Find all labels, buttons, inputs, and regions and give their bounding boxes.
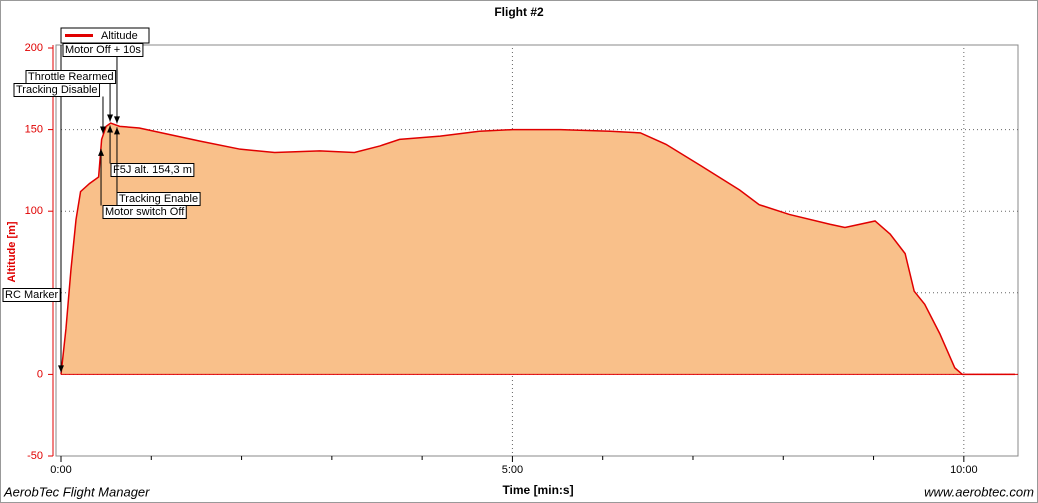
legend-label: Altitude [101,30,138,42]
y-tick-label: 100 [25,205,43,217]
x-tick-label: 10:00 [950,464,978,476]
annotation-arrow [113,116,120,124]
annotation-label: Throttle Rearmed [28,71,114,83]
annotation: Throttle Rearmed [25,70,117,122]
annotation-arrow [107,125,114,133]
y-tick-label: 150 [25,124,43,136]
x-tick-label: 5:00 [502,464,523,476]
annotation-label: Motor Off + 10s [65,44,141,56]
line [60,122,1015,376]
footer-right: www.aerobtec.com [924,484,1034,499]
annotation: F5J alt. 154,3 m [107,125,195,177]
annotation-box [110,163,195,177]
y-axis-label: Altitude [m] [6,221,18,282]
y-tick-label: -50 [27,450,43,462]
annotation: Tracking Disable [13,83,106,134]
annotation-box [25,70,117,84]
annotation-box [62,43,144,57]
area-fill [61,123,1015,375]
annotation-arrow [99,126,106,134]
annotation-box [116,192,201,206]
annotation-box [2,288,61,302]
annotation: Motor Off + 10s [62,43,144,124]
annotation-arrow [107,114,114,122]
annotation: RC Marker [2,45,64,373]
annotation-arrow [98,148,105,156]
annotation-label: Tracking Disable [16,84,98,96]
annotation-label: Tracking Enable [119,193,198,205]
y-tick-label: 200 [25,42,43,54]
annotation-label: Motor switch Off [105,206,185,218]
annotation: Tracking Enable [113,127,201,206]
annotation-arrow [58,365,64,373]
annotation-label: F5J alt. 154,3 m [113,164,192,176]
footer-left: AerobTec Flight Manager [3,484,150,499]
x-tick-label: 0:00 [50,464,71,476]
x-axis-label: Time [min:s] [502,483,573,497]
chart-title: Flight #2 [494,5,544,19]
y-tick-label: 0 [37,368,43,380]
annotation-arrow [113,127,120,135]
legend: Altitude [60,27,150,44]
annotation-label: RC Marker [5,289,59,301]
